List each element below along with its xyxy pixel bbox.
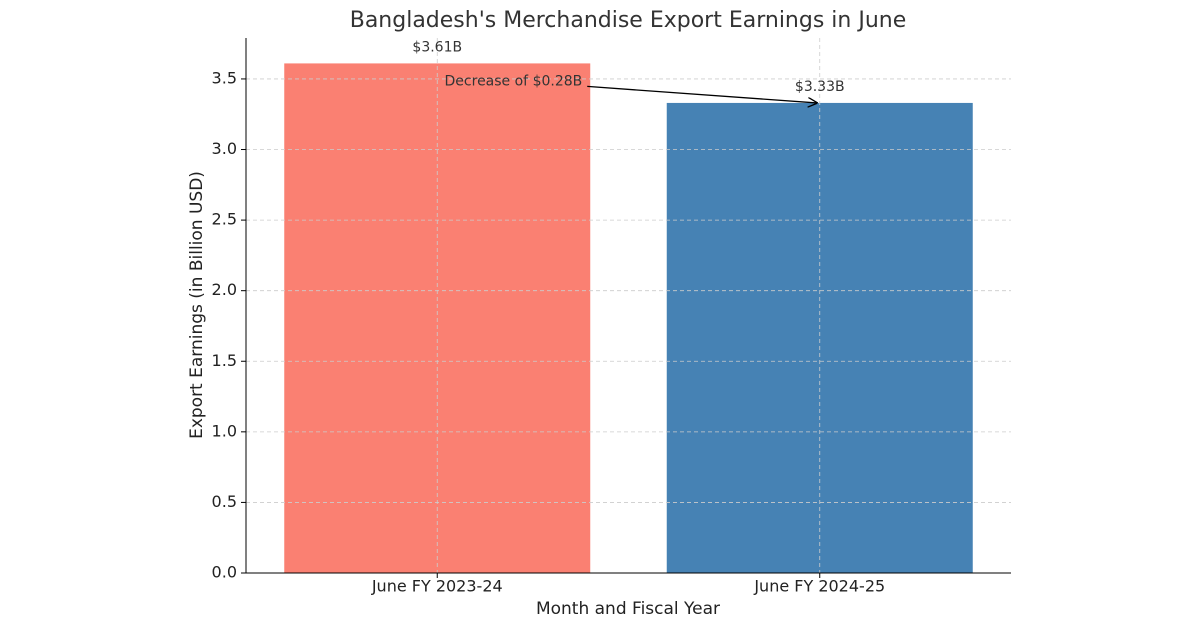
x-axis-label: Month and Fiscal Year — [536, 599, 720, 619]
y-tick-label: 3.0 — [212, 139, 237, 158]
y-axis-label: Export Earnings (in Billion USD) — [187, 171, 207, 439]
x-tick-label: June FY 2024-25 — [753, 577, 885, 596]
y-tick-label: 2.5 — [212, 210, 237, 229]
y-tick-label: 1.5 — [212, 351, 237, 370]
value-label: $3.33B — [795, 79, 845, 95]
annotation: Decrease of $0.28B — [445, 73, 583, 89]
y-tick-label: 0.0 — [212, 563, 237, 582]
chart-title: Bangladesh's Merchandise Export Earnings… — [350, 8, 907, 33]
x-tick-label: June FY 2023-24 — [371, 577, 503, 596]
y-tick-label: 2.0 — [212, 280, 237, 299]
value-label: $3.61B — [412, 39, 462, 55]
y-tick-label: 0.5 — [212, 492, 237, 511]
annotation-arrow — [587, 85, 817, 103]
y-tick-label: 3.5 — [212, 68, 237, 87]
y-tick-label: 1.0 — [212, 421, 237, 440]
